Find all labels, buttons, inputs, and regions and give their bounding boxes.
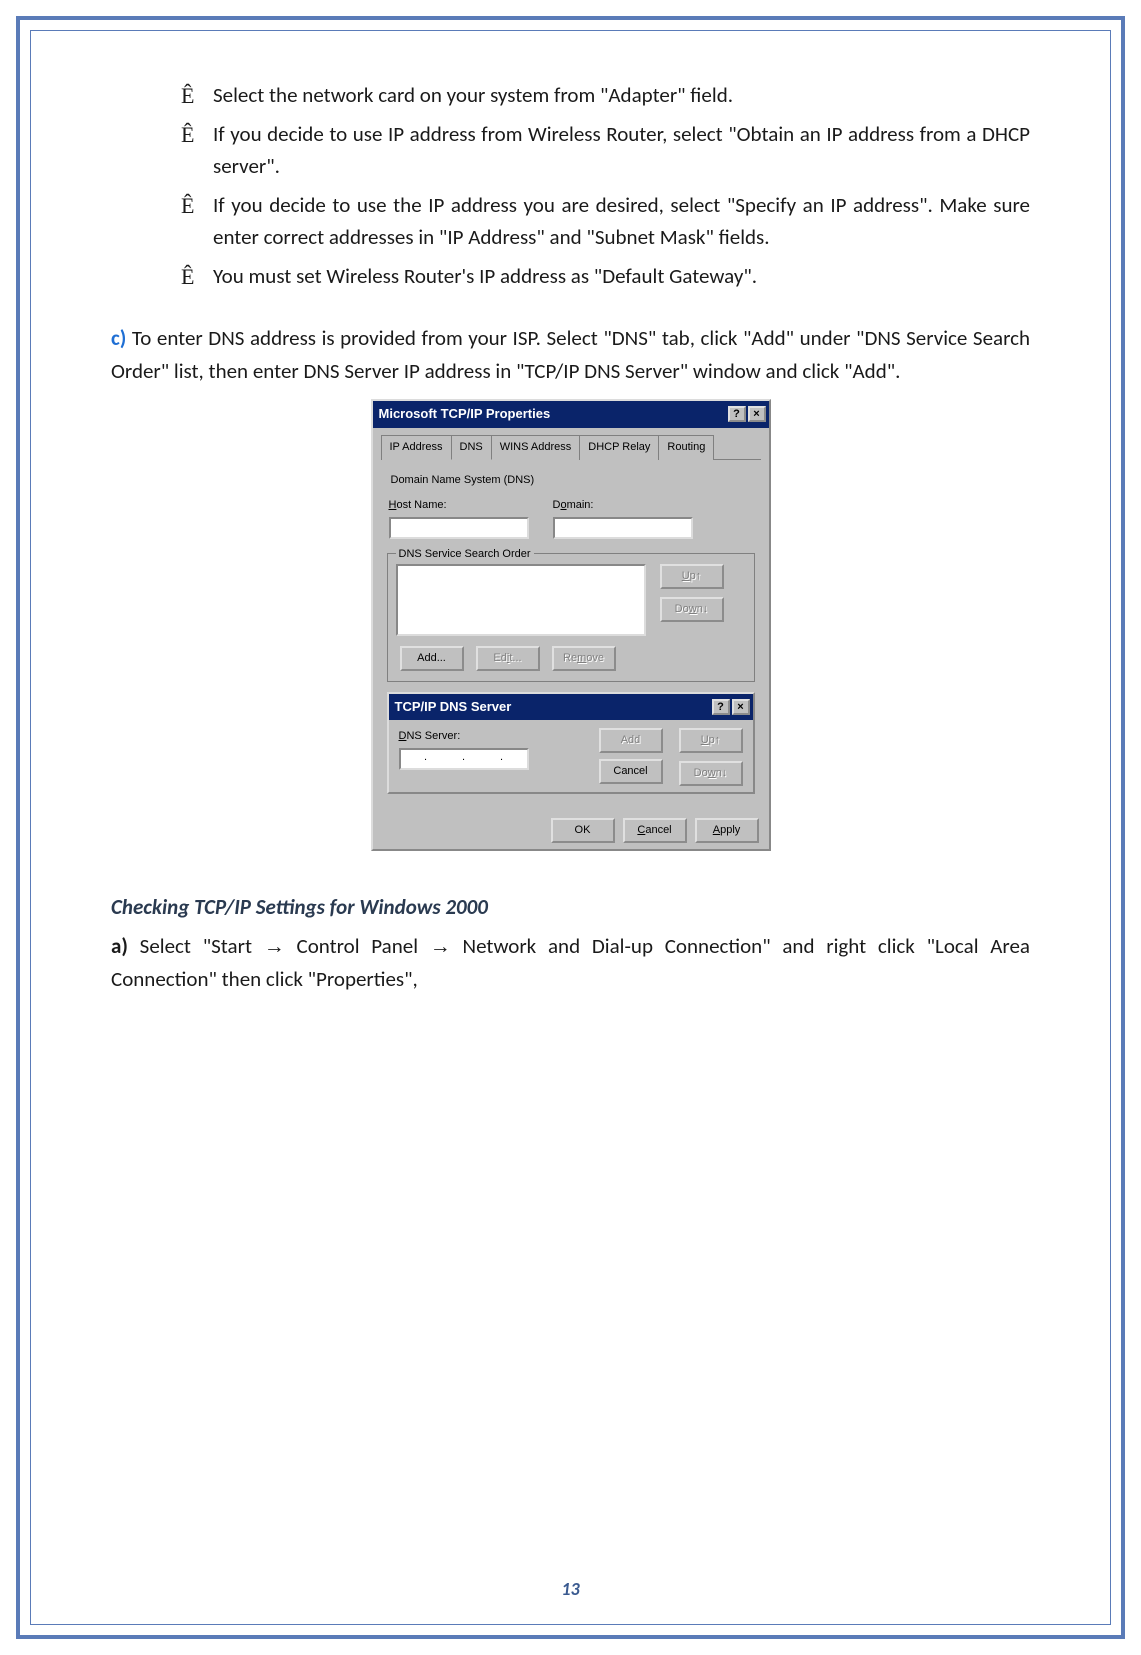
step-a-paragraph: a) Select "Start → Control Panel → Netwo… <box>111 930 1030 996</box>
sub-add-button[interactable]: Add <box>599 728 663 753</box>
dns-search-order-list[interactable] <box>396 564 646 636</box>
ip-dot: . <box>424 749 427 766</box>
dns-search-order-group: DNS Service Search Order Up↑ Down↓ Add..… <box>387 553 755 682</box>
edit-button[interactable]: Edit... <box>476 646 540 671</box>
step-c-text: To enter DNS address is provided from yo… <box>111 325 1030 384</box>
step-a-label: a) <box>111 933 128 959</box>
sub-dialog-title: TCP/IP DNS Server <box>395 697 512 717</box>
dialog-body: IP Address DNS WINS Address DHCP Relay R… <box>373 428 769 808</box>
dialog-footer: OK Cancel Apply <box>373 808 769 849</box>
cancel-button[interactable]: Cancel <box>623 818 687 843</box>
step-c-paragraph: c) To enter DNS address is provided from… <box>111 322 1030 387</box>
ip-dot: . <box>500 749 503 766</box>
dns-action-buttons: Add... Edit... Remove <box>400 646 746 671</box>
dns-search-order-legend: DNS Service Search Order <box>396 546 534 563</box>
sub-dialog-titlebar: TCP/IP DNS Server ? × <box>389 694 753 720</box>
close-button[interactable]: × <box>748 406 766 422</box>
ok-button[interactable]: OK <box>551 818 615 843</box>
dialog-titlebar: Microsoft TCP/IP Properties ? × <box>373 401 769 427</box>
hostname-input[interactable] <box>389 517 529 539</box>
ip-dot: . <box>462 749 465 766</box>
tab-routing[interactable]: Routing <box>658 435 714 460</box>
tab-dns[interactable]: DNS <box>451 435 492 460</box>
add-button[interactable]: Add... <box>400 646 464 671</box>
bullet-item: You must set Wireless Router's IP addres… <box>181 260 1030 293</box>
dns-group-label: Domain Name System (DNS) <box>391 472 761 489</box>
page-inner-border: Select the network card on your system f… <box>30 30 1111 1625</box>
step-c-label: c) <box>111 325 126 351</box>
domain-field-group: DDomain: <box>553 497 693 539</box>
help-button[interactable]: ? <box>728 406 746 422</box>
step-a-text-2: Control Panel <box>285 933 430 959</box>
dns-updown-buttons: Up↑ Down↓ <box>660 564 724 622</box>
sub-dialog-buttons: Add Cancel <box>599 728 663 784</box>
up-button[interactable]: Up↑ <box>660 564 724 589</box>
sub-dialog-body: DNS Server: . . . Add Cancel <box>389 720 753 792</box>
sub-down-button[interactable]: Down↓ <box>679 761 743 786</box>
step-a-text-1: Select "Start <box>128 933 264 959</box>
hostname-field-group: Host Name: <box>389 497 529 539</box>
arrow-icon: → <box>264 935 285 958</box>
dialog-container: Microsoft TCP/IP Properties ? × IP Addre… <box>111 399 1030 851</box>
tcpip-properties-dialog: Microsoft TCP/IP Properties ? × IP Addre… <box>371 399 771 851</box>
sub-updown-buttons: Up↑ Down↓ <box>679 728 743 786</box>
sub-cancel-button[interactable]: Cancel <box>599 759 663 784</box>
dns-list-row: Up↑ Down↓ <box>396 564 746 636</box>
tab-strip: IP Address DNS WINS Address DHCP Relay R… <box>381 434 761 460</box>
dns-server-label: DNS Server: <box>399 728 589 745</box>
bullet-list: Select the network card on your system f… <box>181 79 1030 292</box>
tab-wins-address[interactable]: WINS Address <box>491 435 581 460</box>
dns-server-field-group: DNS Server: . . . <box>399 728 589 770</box>
bullet-item: Select the network card on your system f… <box>181 79 1030 112</box>
remove-button[interactable]: Remove <box>552 646 616 671</box>
dialog-title: Microsoft TCP/IP Properties <box>379 404 551 424</box>
page-number: 13 <box>31 1578 1110 1600</box>
arrow-icon: → <box>430 935 451 958</box>
bullet-item: If you decide to use the IP address you … <box>181 189 1030 254</box>
section-heading: Checking TCP/IP Settings for Windows 200… <box>111 891 1030 924</box>
sub-help-button[interactable]: ? <box>712 699 730 715</box>
tab-dhcp-relay[interactable]: DHCP Relay <box>579 435 659 460</box>
down-button[interactable]: Down↓ <box>660 597 724 622</box>
tab-ip-address[interactable]: IP Address <box>381 435 452 460</box>
hostname-domain-row: Host Name: DDomain: <box>381 497 761 539</box>
page-content: Select the network card on your system f… <box>111 79 1030 996</box>
sub-titlebar-buttons: ? × <box>712 699 750 715</box>
apply-button[interactable]: Apply <box>695 818 759 843</box>
sub-up-button[interactable]: Up↑ <box>679 728 743 753</box>
hostname-label: Host Name: <box>389 497 529 514</box>
bullet-item: If you decide to use IP address from Wir… <box>181 118 1030 183</box>
tcpip-dns-server-dialog: TCP/IP DNS Server ? × DNS Server: . <box>387 692 755 794</box>
titlebar-buttons: ? × <box>728 406 766 422</box>
sub-close-button[interactable]: × <box>732 699 750 715</box>
domain-input[interactable] <box>553 517 693 539</box>
domain-label: DDomain: <box>553 497 693 514</box>
dns-server-ip-input[interactable]: . . . <box>399 748 529 770</box>
